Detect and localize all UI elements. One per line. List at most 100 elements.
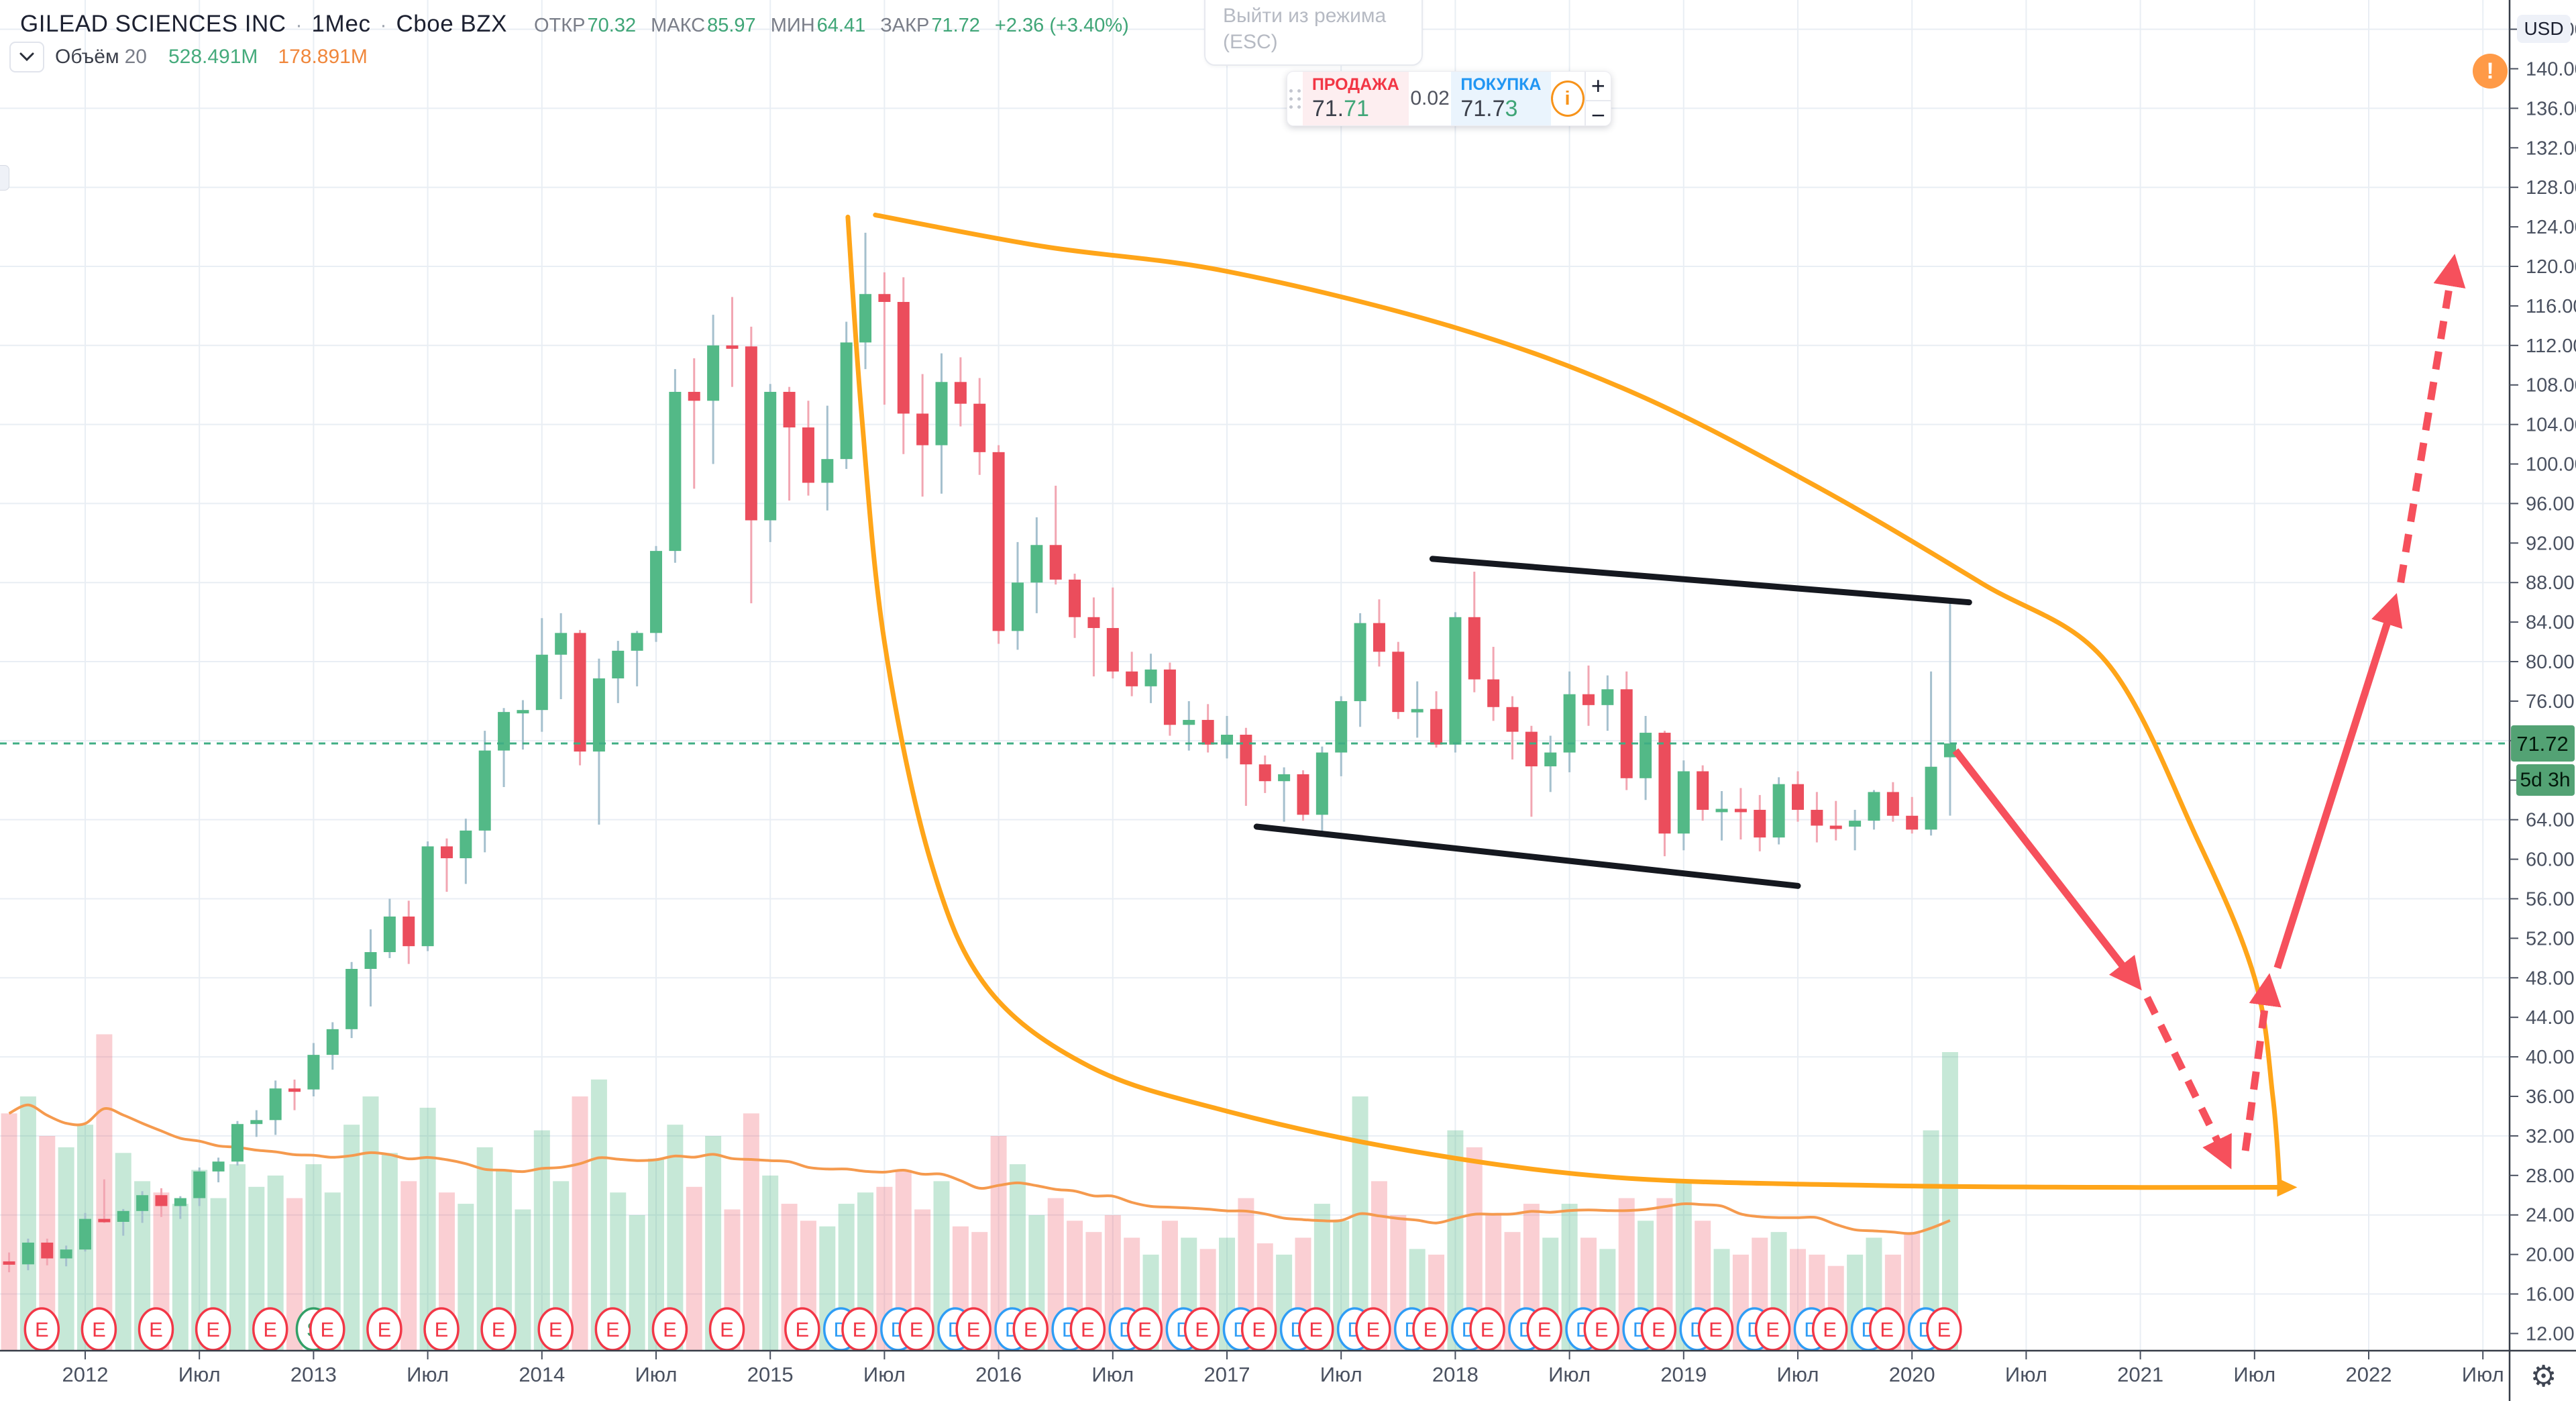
current-price-label: 71.72 (2516, 732, 2569, 756)
earnings-marker[interactable]: E (252, 1307, 288, 1351)
earnings-marker[interactable]: E (480, 1307, 517, 1351)
info-icon: i (1550, 81, 1585, 117)
earnings-marker[interactable]: E (1298, 1307, 1334, 1351)
candle-body (535, 654, 548, 711)
candle-body (307, 1055, 320, 1090)
candle-body (1297, 774, 1309, 815)
earnings-marker[interactable]: E (594, 1307, 631, 1351)
earnings-marker[interactable]: E (1754, 1307, 1791, 1351)
candle-body (1677, 771, 1690, 834)
sell-price-main: 71. (1311, 96, 1344, 121)
candle-body (1792, 784, 1805, 810)
earnings-marker[interactable]: E (366, 1307, 402, 1351)
time-tick-label: 2015 (747, 1363, 794, 1386)
trendline[interactable] (1253, 823, 1801, 889)
earnings-marker[interactable]: E (423, 1307, 460, 1351)
buy-button[interactable]: ПОКУПКА 71.73 (1451, 72, 1551, 125)
symbol-title[interactable]: GILEAD SCIENCES INC (20, 11, 286, 37)
low-value: 64.41 (816, 15, 866, 36)
candle-body (1506, 707, 1519, 732)
earnings-marker[interactable]: E (1811, 1307, 1848, 1351)
order-info-button[interactable]: i (1550, 72, 1585, 125)
earnings-marker[interactable]: E (1526, 1307, 1562, 1351)
candle-body (1734, 809, 1747, 813)
earnings-marker[interactable]: E (708, 1307, 745, 1351)
indicator-row: Объём 20 528.491M 178.891M (9, 42, 368, 72)
price-tick-label: 48.00 (2526, 968, 2575, 989)
earnings-marker[interactable]: E (1183, 1307, 1220, 1351)
earnings-marker[interactable]: E (309, 1307, 345, 1351)
sell-price-accent: 71 (1344, 96, 1369, 121)
interval-label[interactable]: 1Мес (311, 11, 371, 37)
earnings-marker[interactable]: E (784, 1307, 820, 1351)
earnings-marker[interactable]: E (1126, 1307, 1163, 1351)
time-axis[interactable]: 2012 Июл 2013 Июл 2014 Июл 2015 Июл 2016 Июл 2017 И… (62, 1351, 2504, 1386)
quantity-increase-button[interactable]: + (1585, 72, 1611, 101)
earnings-marker[interactable]: E (23, 1307, 60, 1351)
candle-body (1392, 652, 1405, 713)
candle-body (326, 1029, 339, 1055)
order-panel-drag-handle[interactable] (1287, 72, 1303, 125)
marker-letter: E (1081, 1318, 1095, 1341)
scale-settings-button[interactable]: ⚙ (2511, 1352, 2576, 1401)
candle-body (1144, 669, 1157, 686)
candle-body (1697, 771, 1709, 810)
earnings-marker[interactable]: E (1240, 1307, 1277, 1351)
earnings-marker[interactable]: E (1869, 1307, 1905, 1351)
sell-button[interactable]: ПРОДАЖА 71.71 (1302, 72, 1409, 125)
separator-dot: · (380, 14, 387, 36)
volume-bar (743, 1113, 759, 1351)
price-tick-label: 76.00 (2526, 691, 2575, 713)
left-pane-handle[interactable] (0, 165, 9, 191)
earnings-marker[interactable]: E (651, 1307, 688, 1351)
collapse-indicators-button[interactable] (9, 42, 44, 72)
earnings-marker[interactable]: E (1012, 1307, 1049, 1351)
earnings-marker[interactable]: E (841, 1307, 877, 1351)
earnings-marker[interactable]: E (80, 1307, 117, 1351)
close-label: ЗАКР (880, 15, 930, 36)
marker-letter: E (1424, 1318, 1438, 1341)
price-axis[interactable]: 12.00 16.00 20.00 24.00 28.00 32.00 36.00 40.00… (2510, 19, 2576, 1345)
earnings-marker[interactable]: E (1926, 1307, 1962, 1351)
buy-price-main: 71.7 (1460, 96, 1505, 121)
warning-icon[interactable]: ! (2473, 54, 2508, 89)
price-tick-label: 56.00 (2526, 888, 2575, 910)
time-tick-label: 2022 (2346, 1363, 2392, 1386)
time-tick-label: Июл (178, 1363, 221, 1386)
candle-body (935, 382, 948, 446)
trendline[interactable] (1429, 556, 1972, 606)
candle-body (821, 459, 834, 483)
lens-pattern[interactable] (845, 212, 2298, 1197)
earnings-marker[interactable]: E (1469, 1307, 1505, 1351)
earnings-marker[interactable]: E (537, 1307, 574, 1351)
earnings-marker[interactable]: E (138, 1307, 174, 1351)
exchange-label[interactable]: Cboe BZX (396, 11, 507, 37)
candle-body (1335, 701, 1348, 753)
candle-body (1849, 821, 1862, 827)
earnings-marker[interactable]: E (1412, 1307, 1448, 1351)
earnings-marker[interactable]: E (195, 1307, 231, 1351)
forecast-arrows[interactable] (1952, 254, 2466, 1170)
earnings-marker[interactable]: E (1640, 1307, 1677, 1351)
candle-body (117, 1210, 129, 1223)
quantity-stepper: + − (1584, 72, 1611, 126)
earnings-marker[interactable]: E (898, 1307, 934, 1351)
time-tick-label: 2013 (290, 1363, 337, 1386)
candle-body (402, 916, 415, 947)
earnings-marker[interactable]: E (1583, 1307, 1620, 1351)
price-tick-label: 116.00 (2526, 296, 2576, 317)
earnings-marker[interactable]: E (1697, 1307, 1734, 1351)
candle-body (1487, 679, 1500, 707)
volume-indicator-label[interactable]: Объём (55, 46, 119, 68)
earnings-marker[interactable]: E (1355, 1307, 1391, 1351)
volume-bar (629, 1214, 645, 1351)
earnings-marker[interactable]: E (955, 1307, 991, 1351)
candle-body (802, 427, 814, 483)
earnings-marker[interactable]: E (1069, 1307, 1106, 1351)
open-label: ОТКР (534, 15, 586, 36)
quantity-decrease-button[interactable]: − (1591, 101, 1605, 126)
marker-letter: E (1823, 1318, 1837, 1341)
time-tick-label: Июл (2462, 1363, 2504, 1386)
candle-body (574, 633, 586, 752)
